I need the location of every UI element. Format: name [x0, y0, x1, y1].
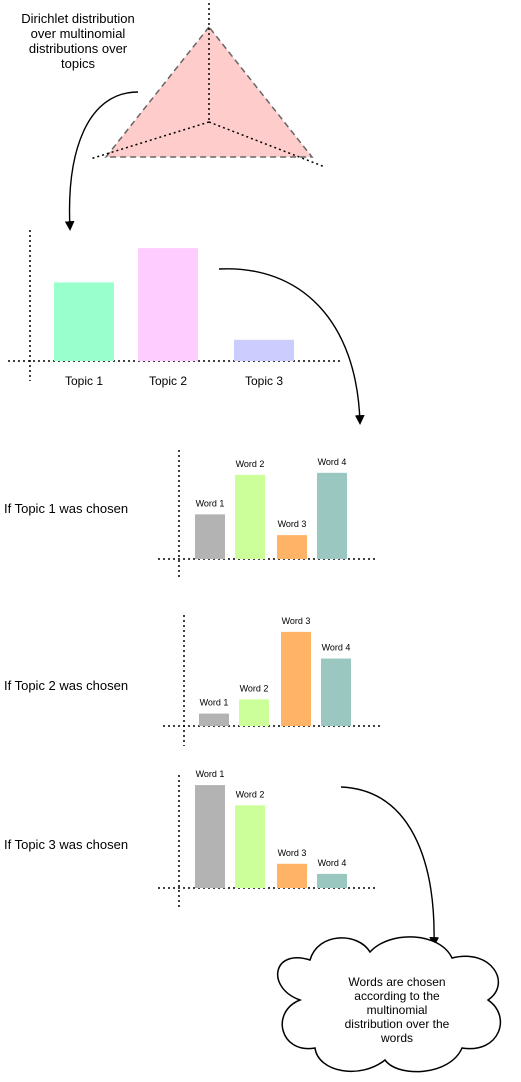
bar-topic-1 — [54, 282, 114, 361]
bar-word-3 — [281, 631, 311, 726]
simplex-axis-left — [89, 121, 210, 160]
bar-label: Word 2 — [236, 459, 265, 469]
bar-label: Word 4 — [318, 858, 347, 868]
condition-label: If Topic 2 was chosen — [4, 678, 128, 693]
bar-word-2 — [239, 699, 269, 726]
topic-1-word-chart: Word 1 Word 2 Word 3 Word 4 If Topic 1 was c… — [4, 450, 378, 579]
outcome-label: Words are chosen according to the multinom… — [345, 975, 450, 1045]
bar-label: Word 3 — [278, 848, 307, 858]
bar-word-4 — [321, 658, 351, 726]
label-line: words — [380, 1031, 413, 1045]
label-line: distributions over — [29, 41, 128, 56]
bar-word-2 — [235, 474, 265, 559]
bar-word-4 — [317, 472, 347, 559]
label-line: Words are chosen — [348, 975, 445, 989]
bar-word-3 — [277, 863, 307, 888]
bar-label: Word 2 — [240, 683, 269, 693]
bar-topic-3 — [234, 339, 294, 361]
bar-label: Word 4 — [322, 643, 351, 653]
bar-label: Word 2 — [236, 789, 265, 799]
bar-word-2 — [235, 805, 265, 888]
condition-label: If Topic 1 was chosen — [4, 501, 128, 516]
label-line: topics — [61, 56, 95, 71]
topic-2-word-chart: Word 1 Word 2 Word 3 Word 4 If Topic 2 was c… — [4, 615, 383, 746]
condition-label: If Topic 3 was chosen — [4, 837, 128, 852]
bar-label: Word 1 — [196, 769, 225, 779]
bar-label: Word 1 — [200, 698, 229, 708]
dirichlet-label: Dirichlet distribution over multinomial di… — [21, 11, 134, 71]
dirichlet-simplex: Dirichlet distribution over multinomial di… — [21, 3, 326, 168]
label-line: multinomial — [367, 1003, 428, 1017]
bar-label: Topic 3 — [245, 374, 283, 388]
bar-word-3 — [277, 535, 307, 559]
bar-label: Word 1 — [196, 498, 225, 508]
bar-label: Word 3 — [282, 616, 311, 626]
topic-3-word-chart: Word 1 Word 2 Word 3 Word 4 If Topic 3 was c… — [4, 769, 378, 908]
bar-word-4 — [317, 873, 347, 888]
cloud-shape — [276, 936, 502, 1073]
bar-label: Topic 1 — [65, 374, 103, 388]
label-line: Dirichlet distribution — [21, 11, 134, 26]
label-line: according to the — [354, 989, 440, 1003]
arrow-topics-to-words — [218, 268, 365, 425]
bar-word-1 — [199, 713, 229, 726]
label-line: over multinomial — [31, 26, 126, 41]
topic-distribution-chart: Topic 1 Topic 2 Topic 3 — [8, 230, 342, 388]
bar-topic-2 — [138, 248, 198, 361]
bar-label: Word 3 — [278, 519, 307, 529]
arrow-simplex-to-topics — [64, 91, 139, 231]
bar-label: Word 4 — [318, 457, 347, 467]
bar-label: Topic 2 — [149, 374, 187, 388]
label-line: distribution over the — [345, 1017, 450, 1031]
arrow-words-to-outcome — [340, 786, 440, 947]
simplex-axis-right — [208, 121, 326, 168]
bar-word-1 — [195, 514, 225, 559]
bar-word-1 — [195, 785, 225, 888]
outcome-cloud: Words are chosen according to the multinom… — [276, 936, 502, 1073]
simplex-triangle — [104, 25, 314, 158]
